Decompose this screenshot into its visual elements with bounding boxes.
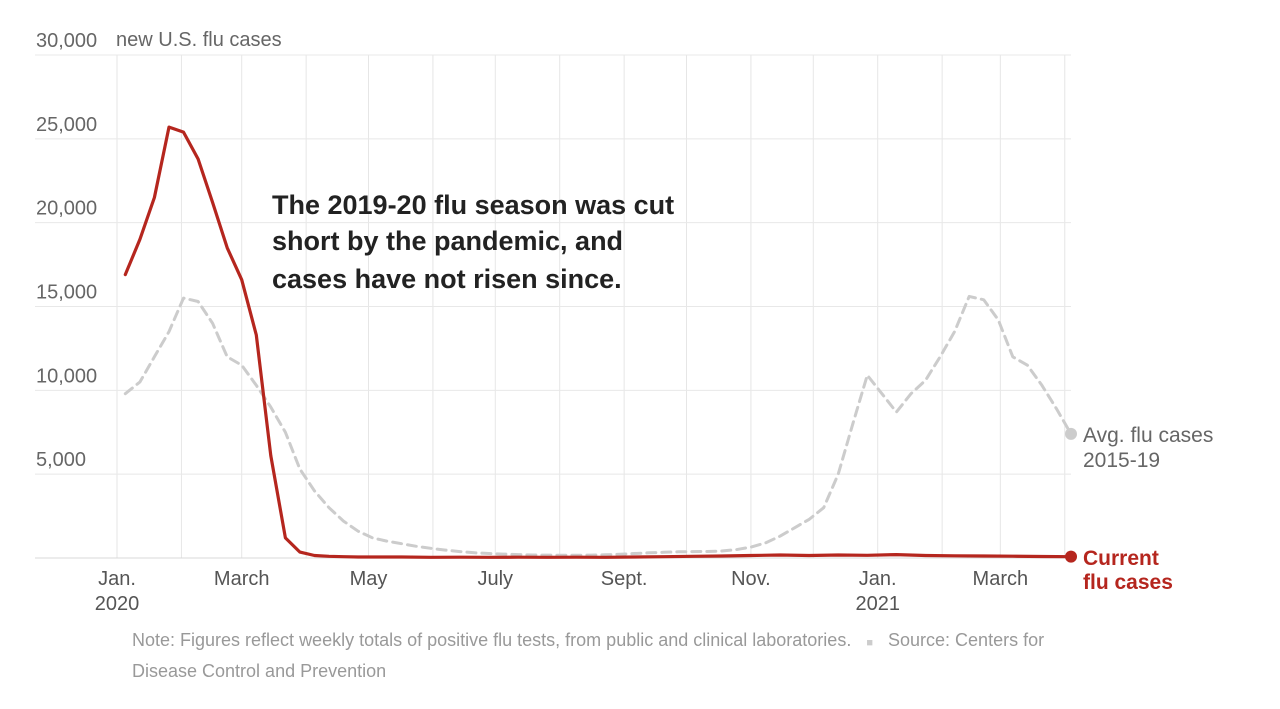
footnote-separator: ■ [866,637,873,649]
y-tick-label: 25,000 [36,114,97,136]
y-tick-label: 10,000 [36,365,97,387]
legend-current-flu-cases: Current flu cases [1083,547,1173,594]
x-tick-label: March [214,568,270,590]
x-tick-label: March [973,568,1029,590]
y-axis-unit-label: new U.S. flu cases [116,29,282,51]
x-tick-label: May [350,568,388,590]
legend-avg-line-1: Avg. flu cases [1083,424,1213,447]
x-tick-label: Sept. [601,568,648,590]
chart-footnote: Note: Figures reflect weekly totals of p… [132,626,1092,685]
x-tick-sublabel: 2020 [95,593,140,615]
legend-current-line-2: flu cases [1083,571,1173,594]
x-tick-label: Jan. [98,568,136,590]
footnote-source: Source: Centers for Disease Control and … [132,630,1045,681]
chart-annotation: The 2019-20 flu season was cut short by … [272,190,674,294]
y-tick-label: 5,000 [36,449,86,471]
y-tick-label: 20,000 [36,198,97,220]
legend-avg-flu-cases: Avg. flu cases 2015-19 [1083,424,1213,472]
y-tick-label: 15,000 [36,282,97,304]
endpoint-current-flu-cases [1065,550,1077,563]
x-tick-sublabel: 2021 [855,593,900,615]
endpoint-avg-flu-cases [1065,427,1077,440]
flu-cases-chart: 5,000 10,000 15,000 20,000 25,000 30,000 new … [35,29,1213,615]
legend-current-line-1: Current [1083,547,1159,570]
annotation-line-1: The 2019-20 flu season was cut [272,190,674,220]
horizontal-gridlines [35,54,1071,559]
x-tick-label: July [477,568,513,590]
y-tick-label: 30,000 [36,30,97,52]
y-axis-tick-labels: 5,000 10,000 15,000 20,000 25,000 30,000 [36,30,97,471]
x-axis-tick-labels: Jan. 2020 March May July Sept. Nov. Jan. 2021 Mar… [95,568,1028,615]
x-tick-label: Nov. [731,568,771,590]
footnote-note: Note: Figures reflect weekly totals of p… [132,630,852,650]
x-tick-label: Jan. [859,568,897,590]
legend-avg-line-2: 2015-19 [1083,449,1160,472]
annotation-line-3: cases have not risen since. [272,264,622,294]
annotation-line-2: short by the pandemic, and [272,226,623,256]
series-line-current-flu-cases [123,125,1073,559]
series-lines [123,125,1077,563]
